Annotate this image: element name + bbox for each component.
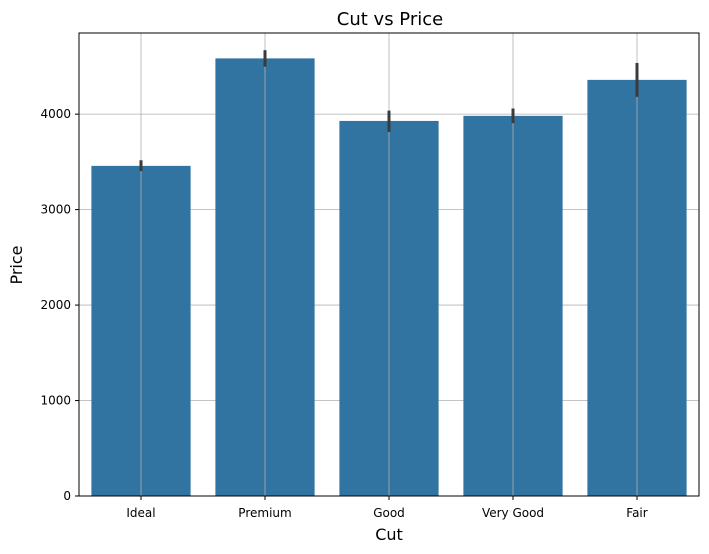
error-bars: [139, 50, 639, 172]
x-tick-label: Very Good: [482, 506, 544, 520]
x-tick-label: Premium: [238, 506, 291, 520]
y-axis-label: Price: [7, 245, 26, 284]
x-tick-label: Ideal: [126, 506, 155, 520]
x-axis-label: Cut: [375, 525, 403, 544]
y-tick-label: 2000: [40, 298, 71, 312]
x-axis-ticks: Ideal Premium Good Very Good Fair: [126, 496, 648, 520]
y-axis-ticks: 0 1000 2000 3000 4000: [40, 107, 79, 503]
y-tick-label: 4000: [40, 107, 71, 121]
y-tick-label: 1000: [40, 394, 71, 408]
y-tick-label: 0: [63, 489, 71, 503]
chart-title: Cut vs Price: [337, 9, 443, 30]
x-tick-label: Good: [373, 506, 405, 520]
x-tick-label: Fair: [626, 506, 647, 520]
y-tick-label: 3000: [40, 203, 71, 217]
